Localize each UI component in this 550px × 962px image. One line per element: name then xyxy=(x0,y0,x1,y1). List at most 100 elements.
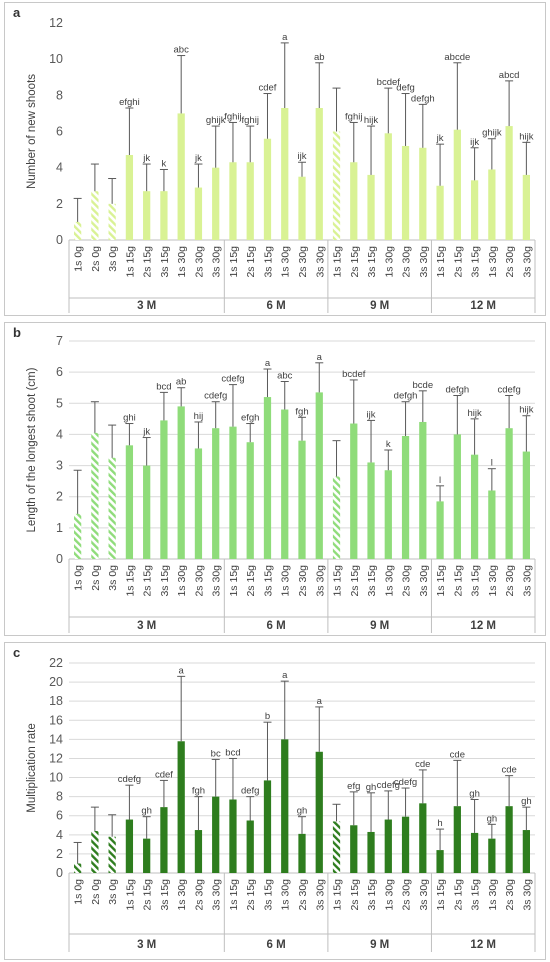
group-label: 12 M xyxy=(470,620,496,632)
significance-letter: efg xyxy=(347,781,360,792)
y-tick-label: 6 xyxy=(56,125,63,139)
significance-letter: cdefg xyxy=(204,391,227,402)
significance-letter: fghij xyxy=(242,115,259,126)
bar xyxy=(350,825,358,873)
y-tick-label: 2 xyxy=(56,847,63,861)
panel-letter: c xyxy=(13,645,21,660)
y-tick-label: 6 xyxy=(56,809,63,823)
significance-letter: ghijk xyxy=(482,128,502,139)
significance-letter: defgh xyxy=(445,385,469,396)
bar xyxy=(125,445,134,559)
x-tick-label: 3s 30g xyxy=(314,879,326,911)
x-tick-label: 1s 15g xyxy=(332,879,344,911)
significance-letter: jk xyxy=(436,133,444,144)
y-tick-label: 5 xyxy=(56,396,63,410)
x-tick-label: 2s 15g xyxy=(452,879,464,911)
significance-letter: cde xyxy=(450,749,465,760)
significance-letter: hijk xyxy=(519,405,534,416)
y-axis-label: Number of new shoots xyxy=(26,74,38,189)
bar xyxy=(125,155,134,240)
x-tick-label: 1s 0g xyxy=(73,879,85,905)
bar xyxy=(332,131,341,240)
bar xyxy=(177,406,185,559)
x-tick-label: 1s 30g xyxy=(280,246,292,278)
group-label: 12 M xyxy=(470,300,496,312)
x-tick-label: 3s 30g xyxy=(521,879,533,911)
y-tick-label: 7 xyxy=(56,334,63,348)
x-tick-label: 2s 30g xyxy=(297,879,309,911)
bar xyxy=(505,806,513,873)
x-tick-label: 2s 30g xyxy=(193,565,205,597)
group-label: 9 M xyxy=(370,939,389,951)
significance-letter: abcde xyxy=(444,52,470,63)
significance-letter: abcd xyxy=(499,70,520,81)
bar xyxy=(229,799,237,873)
bar xyxy=(419,421,427,559)
x-tick-label: 1s 30g xyxy=(487,879,499,911)
y-tick-label: 6 xyxy=(56,365,63,379)
bar xyxy=(246,162,254,240)
bar xyxy=(160,807,168,873)
significance-letter: ijk xyxy=(298,151,307,162)
x-tick-label: 3s 30g xyxy=(314,246,326,278)
bar xyxy=(246,820,254,873)
x-tick-label: 2s 15g xyxy=(349,565,361,597)
significance-letter: hijk xyxy=(467,408,482,419)
bar xyxy=(281,739,289,873)
bar xyxy=(367,462,375,559)
bar xyxy=(91,831,99,873)
bar xyxy=(108,457,116,559)
group-label: 9 M xyxy=(370,300,389,312)
significance-letter: fghij xyxy=(224,111,241,122)
y-tick-label: 4 xyxy=(56,161,63,175)
significance-letter: jk xyxy=(194,153,202,164)
significance-letter: h xyxy=(437,818,442,829)
x-tick-label: 3s 15g xyxy=(262,246,274,278)
significance-letter: fgh xyxy=(192,786,205,797)
significance-letter: ab xyxy=(176,377,187,388)
significance-letter: bcdef xyxy=(377,77,401,88)
x-tick-label: 3s 0g xyxy=(107,879,119,905)
significance-letter: ijk xyxy=(470,137,479,148)
x-tick-label: 3s 30g xyxy=(418,879,430,911)
x-tick-label: 3s 0g xyxy=(107,246,119,272)
bar xyxy=(229,162,237,240)
bar xyxy=(401,435,410,559)
x-tick-label: 2s 15g xyxy=(452,246,464,278)
x-tick-label: 1s 30g xyxy=(176,246,188,278)
significance-letter: a xyxy=(179,665,185,676)
x-tick-label: 2s 15g xyxy=(245,565,257,597)
bar xyxy=(401,145,410,240)
x-tick-label: 2s 15g xyxy=(142,879,154,911)
x-tick-label: 3s 30g xyxy=(418,565,430,597)
x-tick-label: 2s 15g xyxy=(142,565,154,597)
significance-letter: gh xyxy=(487,813,498,824)
bar xyxy=(263,138,272,240)
x-tick-label: 1s 30g xyxy=(487,246,499,278)
significance-letter: bcde xyxy=(413,380,434,391)
bar xyxy=(298,176,306,240)
panel-a: a 0 2 4 6 8 10 12 Number of new shoots 1s 0g 2s 0… xyxy=(4,2,546,316)
significance-letter: a xyxy=(317,696,323,707)
y-tick-label: 10 xyxy=(49,52,63,66)
bar xyxy=(522,830,530,873)
y-tick-label: 2 xyxy=(56,490,63,504)
significance-letter: b xyxy=(265,711,270,722)
x-tick-label: 3s 30g xyxy=(211,246,223,278)
bar xyxy=(74,513,82,559)
x-tick-label: 2s 15g xyxy=(349,246,361,278)
significance-letter: abc xyxy=(174,45,190,56)
significance-letter: cdef xyxy=(155,769,173,780)
bar xyxy=(91,432,99,559)
x-tick-label: 1s 15g xyxy=(435,565,447,597)
bar xyxy=(350,423,358,559)
bar xyxy=(332,821,341,873)
significance-letter: a xyxy=(265,358,271,369)
significance-letter: defgh xyxy=(394,391,418,402)
bar xyxy=(263,397,272,559)
group-label: 6 M xyxy=(267,300,286,312)
y-tick-label: 0 xyxy=(56,233,63,247)
bar xyxy=(143,191,151,240)
x-tick-label: 3s 30g xyxy=(211,565,223,597)
bar xyxy=(505,428,513,559)
